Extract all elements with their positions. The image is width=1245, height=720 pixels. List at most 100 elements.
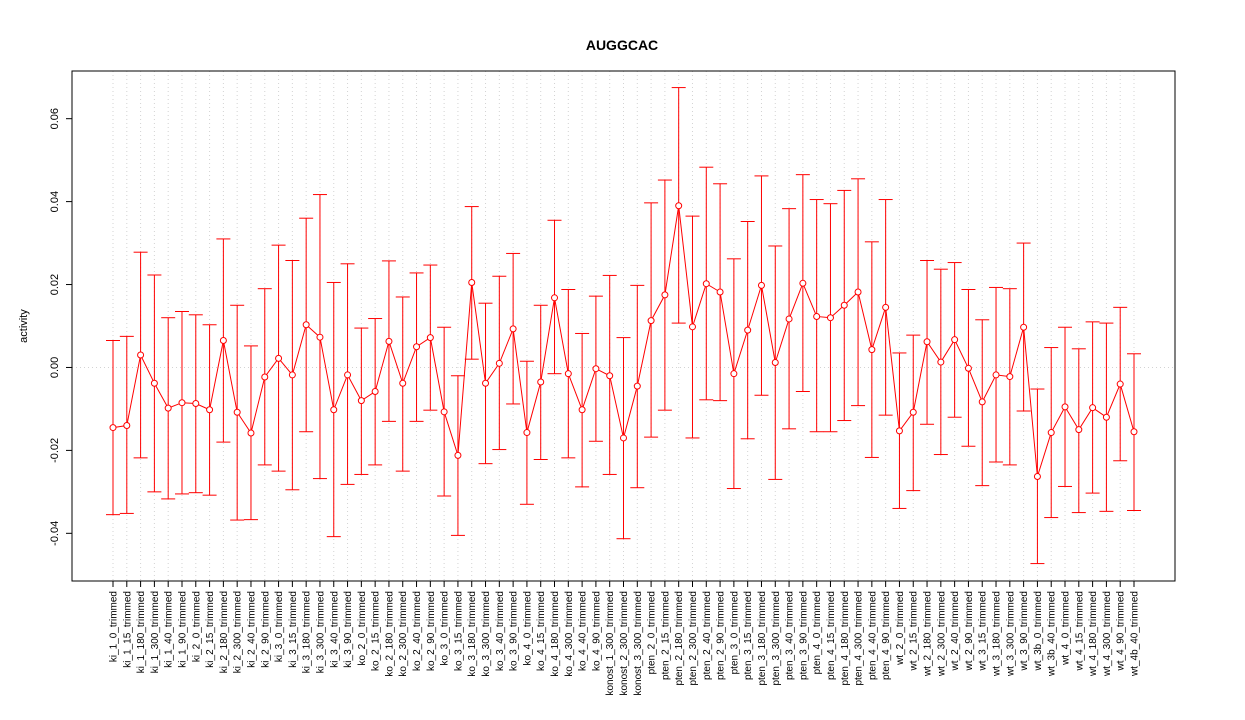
x-tick-label: ki_1_15_trimmed (122, 591, 133, 668)
data-point (551, 294, 559, 302)
data-point (951, 336, 959, 344)
x-tick-label: ki_3_0_trimmed (274, 591, 285, 662)
data-point (164, 404, 172, 412)
data-point (675, 202, 683, 210)
x-tick-label: pten_2_300_trimmed (688, 591, 699, 686)
x-tick-label: wt_4_180_trimmed (1088, 591, 1099, 677)
x-tick-label: ko_2_180_trimmed (384, 591, 395, 677)
data-point (868, 346, 876, 354)
data-point (688, 323, 696, 331)
data-point (895, 427, 903, 435)
data-point (606, 372, 614, 380)
data-point (509, 325, 517, 333)
data-point (564, 370, 572, 378)
data-point (578, 406, 586, 414)
x-tick-label: ko_3_0_trimmed (440, 591, 451, 665)
x-tick-label: pten_4_15_trimmed (826, 591, 837, 680)
x-tick-label: ki_1_40_trimmed (164, 591, 175, 668)
x-tick-label: wt_4_300_trimmed (1102, 591, 1113, 677)
data-point (288, 371, 296, 379)
data-point (882, 303, 890, 311)
x-tick-label: ko_4_180_trimmed (550, 591, 561, 677)
x-tick-label: ki_2_15_trimmed (205, 591, 216, 668)
x-tick-label: ki_2_90_trimmed (260, 591, 271, 668)
data-point (219, 337, 227, 345)
data-point (1130, 428, 1138, 436)
x-tick-label: wt_3_15_trimmed (978, 591, 989, 671)
y-axis-label: activity (18, 309, 30, 343)
data-point (964, 364, 972, 372)
data-point (730, 370, 738, 378)
x-tick-label: ki_3_15_trimmed (288, 591, 299, 668)
data-point (440, 408, 448, 416)
x-tick-label: wt_2_300_trimmed (936, 591, 947, 677)
data-point (537, 378, 545, 386)
data-point (716, 288, 724, 296)
x-tick-label: ki_2_0_trimmed (191, 591, 202, 662)
data-point (1075, 426, 1083, 434)
data-point (1006, 373, 1014, 381)
x-tick-label: ki_2_180_trimmed (219, 591, 230, 673)
plot-frame (71, 70, 1176, 582)
data-point (1116, 380, 1124, 388)
data-point (302, 321, 310, 329)
x-tick-label: wt_4_15_trimmed (1074, 591, 1085, 671)
x-tick-label: ko_3_300_trimmed (481, 591, 492, 677)
chart-title: AUGGCAC (586, 37, 658, 53)
x-tick-label: ki_1_90_trimmed (177, 591, 188, 668)
x-tick-label: wt_4_0_trimmed (1061, 591, 1072, 666)
data-point (702, 280, 710, 288)
data-point (399, 379, 407, 387)
x-tick-label: pten_2_15_trimmed (660, 591, 671, 680)
data-point (426, 334, 434, 342)
data-point (137, 351, 145, 359)
data-point (978, 398, 986, 406)
data-point (1033, 473, 1041, 481)
x-tick-label: pten_3_15_trimmed (743, 591, 754, 680)
data-point (633, 382, 641, 390)
y-tick-label: 0.04 (49, 191, 61, 212)
x-tick-label: wt_2_40_trimmed (950, 591, 961, 671)
x-tick-label: pten_4_40_trimmed (867, 591, 878, 680)
data-point (937, 358, 945, 366)
x-tick-label: wt_3_180_trimmed (992, 591, 1003, 677)
data-point (813, 312, 821, 320)
x-tick-label: wt_4_90_trimmed (1116, 591, 1127, 671)
x-tick-label: ko_3_40_trimmed (495, 591, 506, 671)
x-tick-label: ki_2_300_trimmed (233, 591, 244, 673)
data-point (247, 429, 255, 437)
data-point (647, 317, 655, 325)
x-tick-label: ko_4_0_trimmed (522, 591, 533, 665)
x-tick-label: wt_3_300_trimmed (1005, 591, 1016, 677)
data-point (757, 281, 765, 289)
data-point (109, 424, 117, 432)
x-tick-label: ko_2_90_trimmed (426, 591, 437, 671)
x-tick-label: ki_1_300_trimmed (150, 591, 161, 673)
y-tick-label: 0.06 (49, 108, 61, 129)
x-tick-label: ko_2_300_trimmed (398, 591, 409, 677)
data-point (799, 279, 807, 287)
x-tick-label: pten_4_0_trimmed (812, 591, 823, 674)
x-tick-label: ki_1_0_trimmed (109, 591, 120, 662)
data-point (233, 408, 241, 416)
x-tick-label: pten_3_180_trimmed (757, 591, 768, 686)
x-tick-label: konost_3_300_trimmed (633, 591, 644, 696)
data-point (344, 371, 352, 379)
x-tick-label: ko_2_15_trimmed (371, 591, 382, 671)
data-point (1047, 429, 1055, 437)
data-point (744, 326, 752, 334)
y-tick-label: 0.00 (49, 357, 61, 378)
x-tick-label: wt_3_90_trimmed (1019, 591, 1030, 671)
x-tick-label: konost_2_300_trimmed (619, 591, 630, 696)
x-tick-label: ki_3_300_trimmed (315, 591, 326, 673)
x-tick-label: pten_4_90_trimmed (881, 591, 892, 680)
x-tick-label: ko_4_300_trimmed (564, 591, 575, 677)
data-point (620, 434, 627, 442)
x-tick-label: pten_2_180_trimmed (674, 591, 685, 686)
x-tick-label: ko_3_180_trimmed (467, 591, 478, 677)
data-point (854, 288, 862, 296)
x-tick-label: pten_2_0_trimmed (647, 591, 658, 674)
x-tick-label: ki_1_180_trimmed (136, 591, 147, 673)
x-tick-label: wt_2_0_trimmed (895, 591, 906, 666)
